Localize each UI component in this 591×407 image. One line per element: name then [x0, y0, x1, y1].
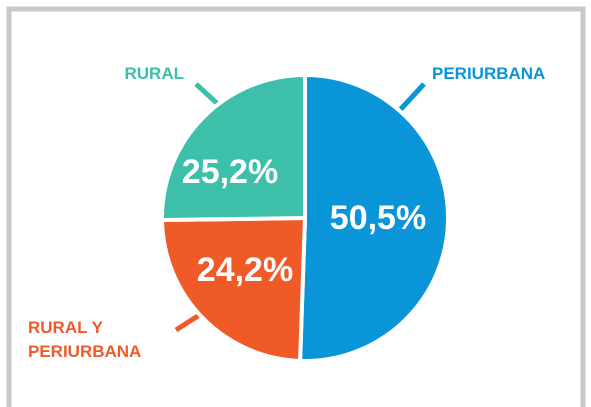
value-label: 25,2%	[182, 153, 278, 191]
leader-line	[174, 311, 203, 333]
pie-slice	[159, 215, 308, 363]
leader-line	[194, 82, 222, 108]
leader-line	[398, 82, 426, 112]
value-label: 50,5%	[330, 199, 426, 237]
category-label: RURAL	[124, 64, 185, 83]
pie-slice	[160, 72, 307, 223]
value-label: 24,2%	[197, 251, 293, 289]
frame	[6, 6, 586, 407]
pie-slice	[297, 72, 450, 363]
category-label: PERIURBANA	[432, 64, 546, 83]
category-label: RURAL Y PERIURBANA	[28, 318, 142, 361]
